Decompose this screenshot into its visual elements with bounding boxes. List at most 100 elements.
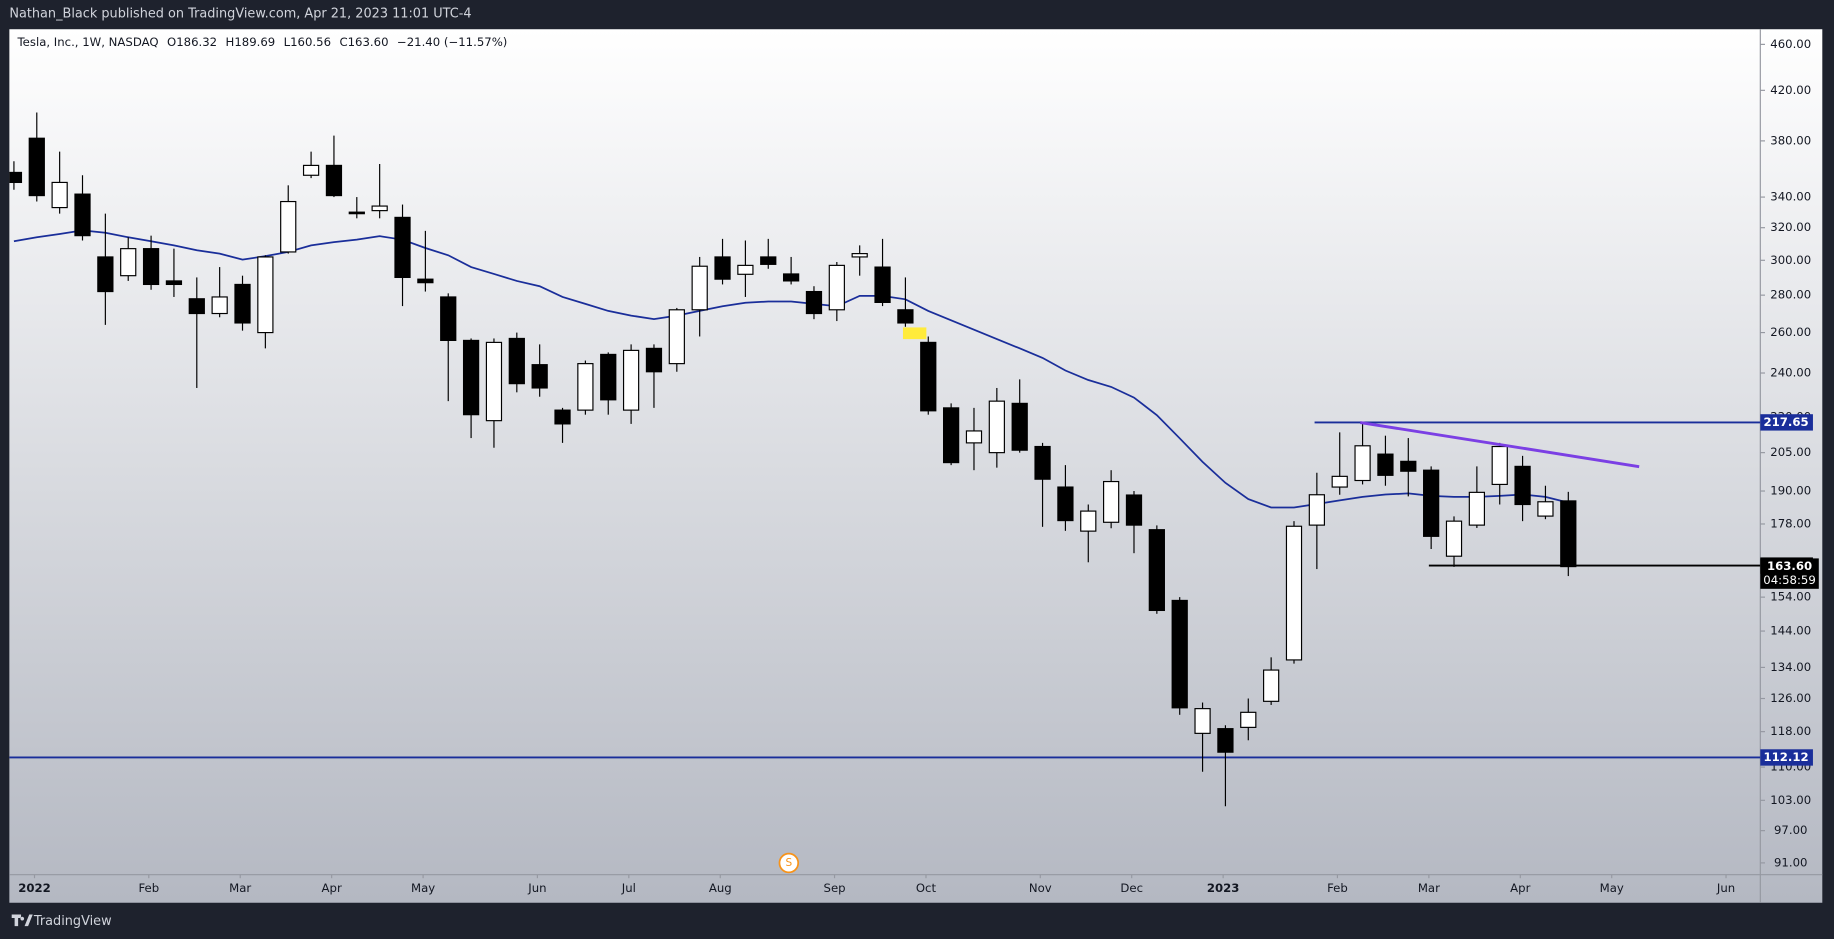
logo-mark bbox=[11, 914, 33, 927]
candle-body bbox=[828, 264, 845, 311]
candle-body bbox=[440, 296, 457, 342]
candle-body bbox=[1308, 494, 1325, 526]
candle-body bbox=[691, 265, 708, 311]
publish-line: Nathan_Black published on TradingView.co… bbox=[9, 7, 471, 22]
candle-body bbox=[1080, 510, 1097, 532]
y-tick-label: 97.00 bbox=[1774, 823, 1807, 837]
x-tick-label: Mar bbox=[1418, 881, 1440, 895]
candle-body bbox=[1468, 491, 1485, 526]
candle-body bbox=[1560, 500, 1577, 568]
y-tick-label: 154.00 bbox=[1770, 590, 1811, 604]
y-tick-label: 320.00 bbox=[1770, 220, 1811, 234]
level-badge bbox=[1760, 414, 1813, 431]
candle-body bbox=[1194, 708, 1211, 734]
candle-body bbox=[531, 364, 548, 389]
y-tick-label: 190.00 bbox=[1770, 484, 1811, 498]
candle-body bbox=[988, 400, 1005, 454]
candle-body bbox=[805, 290, 823, 315]
y-tick-label: 91.00 bbox=[1774, 855, 1807, 869]
candle-body bbox=[1354, 445, 1371, 482]
candle-body bbox=[371, 205, 388, 212]
candle-body bbox=[1057, 486, 1074, 522]
candle-body bbox=[760, 256, 777, 265]
x-tick-label: 2023 bbox=[1207, 881, 1240, 895]
x-tick-label: May bbox=[1600, 881, 1624, 895]
candle-body bbox=[1400, 460, 1417, 472]
y-tick-label: 205.00 bbox=[1770, 445, 1811, 459]
candle-body bbox=[1171, 599, 1188, 709]
x-tick-label: Feb bbox=[138, 881, 159, 895]
legend-low: L160.56 bbox=[284, 35, 331, 49]
candle-body bbox=[74, 193, 91, 237]
legend-high: H189.69 bbox=[226, 35, 276, 49]
candle-body bbox=[280, 200, 297, 253]
candle-body bbox=[257, 256, 274, 334]
candle-body bbox=[1285, 525, 1303, 661]
candle-body bbox=[462, 339, 480, 416]
x-tick-label: Nov bbox=[1029, 881, 1052, 895]
highlight-box bbox=[902, 327, 927, 340]
candle-body bbox=[1445, 520, 1463, 557]
candle-body bbox=[97, 256, 114, 293]
candle-body bbox=[1491, 445, 1508, 486]
candle-body bbox=[302, 164, 320, 176]
event-marker bbox=[778, 852, 800, 874]
candle-body bbox=[737, 264, 754, 275]
candle-body bbox=[874, 266, 891, 304]
candle-body bbox=[9, 171, 23, 184]
candle-body bbox=[165, 280, 183, 286]
candle-body bbox=[188, 298, 205, 315]
legend-open: O186.32 bbox=[167, 35, 217, 49]
candle-body bbox=[1217, 728, 1234, 753]
y-tick-label: 178.00 bbox=[1770, 516, 1811, 530]
candle-body bbox=[348, 211, 365, 215]
candle-body bbox=[142, 248, 160, 286]
y-tick-label: 103.00 bbox=[1770, 793, 1811, 807]
candle-body bbox=[211, 296, 228, 315]
candle-body bbox=[1514, 465, 1531, 506]
x-tick-label: Apr bbox=[1510, 881, 1530, 895]
candle-body bbox=[965, 430, 983, 444]
footer-logo: TradingView bbox=[11, 914, 112, 929]
candle-body bbox=[508, 337, 525, 385]
footer-brand: TradingView bbox=[33, 914, 112, 929]
y-tick-label: 144.00 bbox=[1770, 624, 1811, 638]
y-tick-label: 300.00 bbox=[1770, 253, 1811, 267]
candle-body bbox=[577, 363, 594, 411]
x-tick-label: Feb bbox=[1327, 881, 1348, 895]
y-tick-label: 126.00 bbox=[1770, 691, 1811, 705]
candle-body bbox=[714, 256, 731, 280]
candle-body bbox=[28, 137, 45, 197]
price-badge bbox=[1760, 558, 1819, 589]
candle-body bbox=[782, 273, 800, 282]
candle-body bbox=[1263, 669, 1280, 702]
y-tick-label: 260.00 bbox=[1770, 325, 1811, 339]
trendline bbox=[1360, 421, 1640, 469]
y-tick-label: 420.00 bbox=[1770, 83, 1811, 97]
candle-body bbox=[1423, 469, 1440, 537]
y-tick-label: 134.00 bbox=[1770, 660, 1811, 674]
level-badge bbox=[1760, 749, 1813, 766]
candle-body bbox=[554, 409, 571, 425]
x-tick-label: Dec bbox=[1120, 881, 1143, 895]
x-tick-label: Oct bbox=[916, 881, 937, 895]
event-label: S bbox=[785, 857, 792, 869]
candle-body bbox=[1125, 494, 1143, 526]
candle-body bbox=[897, 309, 914, 324]
x-tick-label: Jul bbox=[621, 881, 636, 895]
candle-body bbox=[1103, 480, 1120, 523]
candle-body bbox=[51, 181, 68, 209]
candle-body bbox=[920, 341, 937, 412]
candle-body bbox=[600, 353, 617, 401]
x-tick-label: Apr bbox=[322, 881, 342, 895]
y-tick-label: 280.00 bbox=[1770, 288, 1811, 302]
plot: 460.00 420.00 380.00 340.00 320.00 300.00 280.… bbox=[9, 37, 1819, 895]
candle-body bbox=[234, 283, 251, 324]
candle-body bbox=[942, 407, 960, 464]
y-tick-label: 460.00 bbox=[1770, 37, 1811, 51]
candle-body bbox=[622, 349, 640, 411]
x-tick-label: Sep bbox=[824, 881, 846, 895]
x-tick-label: May bbox=[411, 881, 435, 895]
y-tick-label: 118.00 bbox=[1770, 724, 1811, 738]
